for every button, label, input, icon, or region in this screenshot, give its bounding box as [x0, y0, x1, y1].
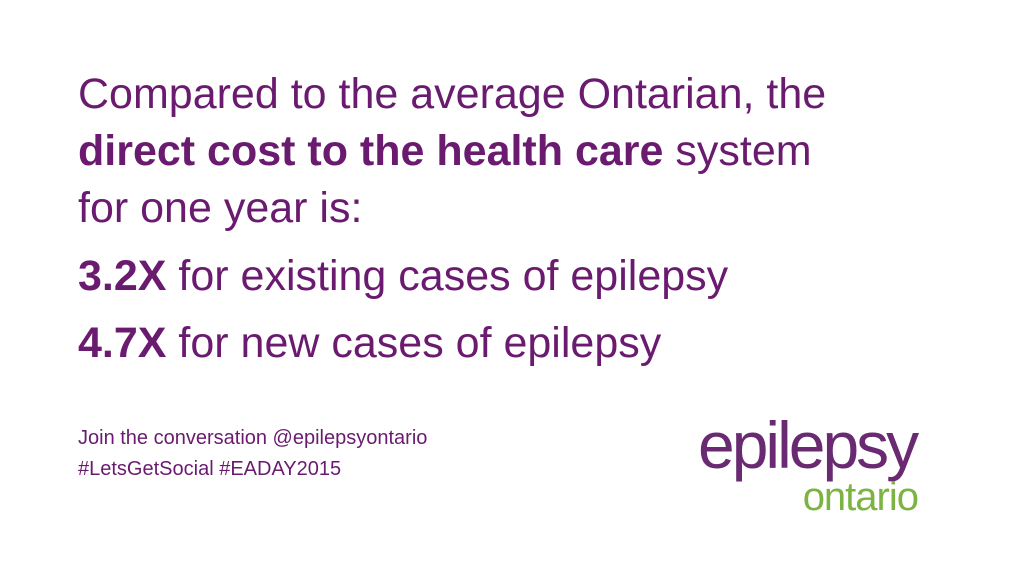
headline-line: direct cost to the health care system [78, 123, 826, 180]
footer-line: Join the conversation @epilepsyontario [78, 427, 428, 449]
logo-main: epilepsy [698, 408, 919, 482]
stat-text: for new cases of epilepsy [178, 319, 662, 367]
stat: 4.7X for new cases of epilepsy [78, 315, 661, 372]
stat: 3.2X for existing cases of epilepsy [78, 248, 728, 305]
headline-text: system [675, 127, 812, 175]
logo: epilepsy ontario [698, 410, 934, 530]
stat-figure: 4.7X [78, 319, 167, 367]
headline-line: Compared to the average Ontarian, the [78, 70, 827, 118]
stat-figure: 3.2X [78, 252, 167, 300]
stat-text: for existing cases of epilepsy [178, 252, 729, 300]
headline-bold: direct cost to the health care [78, 127, 664, 175]
footer: Join the conversation @epilepsyontario #… [78, 423, 427, 485]
logo-sub: ontario [802, 475, 919, 519]
footer-line: #LetsGetSocial #EADAY2015 [78, 458, 342, 480]
headline-line: for one year is: [78, 184, 363, 232]
headline: Compared to the average Ontarian, the di… [78, 66, 826, 237]
